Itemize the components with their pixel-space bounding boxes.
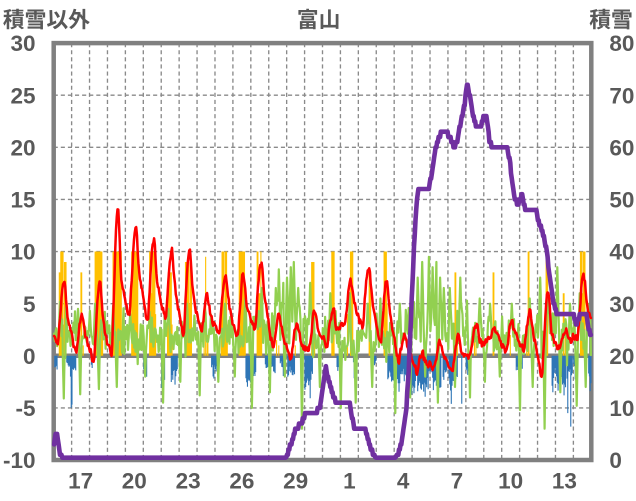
- svg-text:-5: -5: [15, 396, 35, 421]
- svg-text:10: 10: [10, 240, 35, 265]
- svg-text:7: 7: [451, 469, 464, 494]
- svg-text:17: 17: [68, 469, 93, 494]
- svg-text:20: 20: [122, 469, 147, 494]
- svg-text:10: 10: [498, 469, 523, 494]
- svg-text:0: 0: [609, 448, 622, 473]
- svg-text:50: 50: [609, 188, 634, 213]
- svg-text:5: 5: [23, 292, 36, 317]
- svg-text:60: 60: [609, 135, 634, 160]
- svg-text:23: 23: [176, 469, 201, 494]
- svg-text:-10: -10: [3, 448, 36, 473]
- svg-text:80: 80: [609, 31, 634, 56]
- svg-text:13: 13: [552, 469, 577, 494]
- svg-text:0: 0: [23, 344, 36, 369]
- svg-text:30: 30: [609, 292, 634, 317]
- svg-text:10: 10: [609, 396, 634, 421]
- svg-text:20: 20: [609, 344, 634, 369]
- svg-text:30: 30: [10, 31, 35, 56]
- svg-text:25: 25: [10, 83, 35, 108]
- svg-text:70: 70: [609, 83, 634, 108]
- svg-text:4: 4: [397, 469, 410, 494]
- svg-text:1: 1: [343, 469, 356, 494]
- svg-text:20: 20: [10, 135, 35, 160]
- svg-text:29: 29: [283, 469, 308, 494]
- svg-text:26: 26: [229, 469, 254, 494]
- svg-text:15: 15: [10, 188, 35, 213]
- svg-text:40: 40: [609, 240, 634, 265]
